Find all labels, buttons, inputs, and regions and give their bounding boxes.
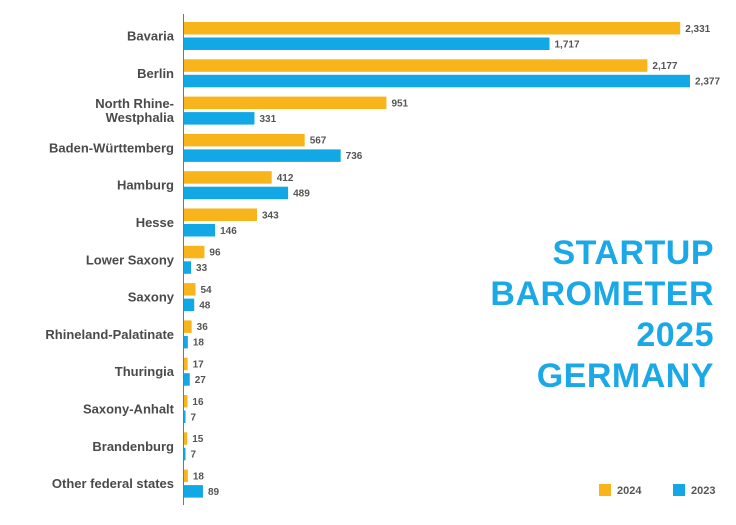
bar-2024 [184, 171, 272, 184]
value-label-2024: 951 [391, 98, 408, 109]
bar-2023 [184, 224, 216, 237]
value-label-2023: 736 [346, 151, 363, 162]
category-label: Saxony-Anhalt [83, 402, 175, 417]
legend-swatch-2024 [599, 484, 611, 496]
value-label-2023: 27 [195, 375, 207, 386]
value-label-2024: 16 [192, 397, 204, 408]
category-label: Berlin [137, 66, 174, 81]
value-label-2023: 7 [191, 450, 197, 461]
value-label-2023: 18 [193, 338, 205, 349]
bar-2023 [184, 373, 190, 386]
bar-2024 [184, 283, 196, 296]
category-label: Saxony [128, 290, 175, 305]
value-label-2024: 343 [262, 210, 279, 221]
category-label: Bavaria [127, 29, 175, 44]
bar-2023 [184, 112, 255, 125]
title-line: 2025 [636, 316, 714, 354]
legend-label-2023: 2023 [691, 485, 715, 497]
value-label-2024: 54 [200, 285, 212, 296]
bar-2024 [184, 133, 305, 147]
category-label: Rhineland-Palatinate [45, 327, 174, 342]
value-label-2023: 2,377 [695, 77, 720, 88]
bars-layer: Bavaria 2,331 1,717 Berlin 2,177 2,377 North R… [45, 22, 720, 498]
value-label-2023: 48 [199, 300, 211, 311]
value-label-2024: 18 [193, 471, 205, 482]
category-label: Lower Saxony [86, 252, 175, 267]
bar-2024 [184, 357, 188, 371]
bar-2023 [184, 261, 192, 274]
value-label-2023: 146 [220, 226, 237, 237]
title-line: BAROMETER [490, 275, 714, 313]
bar-2024 [184, 96, 387, 110]
value-label-2024: 412 [277, 173, 294, 184]
value-label-2023: 489 [293, 188, 310, 199]
category-label: North Rhine-Westphalia [95, 96, 174, 125]
value-label-2024: 2,177 [652, 61, 677, 72]
value-label-2024: 96 [209, 248, 221, 259]
bar-2024 [184, 59, 648, 72]
category-label: Hesse [136, 215, 174, 230]
value-label-2024: 15 [192, 434, 204, 445]
bar-2023 [184, 485, 203, 498]
bar-2024 [184, 320, 192, 333]
bar-2023 [184, 186, 289, 200]
bar-2023 [184, 37, 550, 50]
legend: 2024 2023 [599, 484, 715, 497]
legend-label-2024: 2024 [617, 485, 642, 497]
bar-2023 [184, 149, 341, 162]
value-label-2024: 567 [310, 136, 327, 147]
title-line: GERMANY [537, 357, 714, 395]
bar-2023 [184, 298, 195, 312]
value-label-2024: 2,331 [685, 24, 710, 35]
legend-swatch-2023 [673, 484, 685, 496]
bar-2024 [184, 395, 188, 408]
bar-2024 [184, 22, 681, 35]
category-label: Thuringia [115, 364, 175, 379]
title-line: STARTUP [552, 234, 714, 272]
category-label: Hamburg [117, 178, 174, 193]
value-label-2023: 7 [191, 412, 197, 423]
bar-2024 [184, 432, 188, 445]
bar-2023 [184, 335, 188, 349]
bar-2024 [184, 245, 205, 259]
value-label-2024: 17 [193, 359, 205, 370]
bar-2024 [184, 208, 258, 221]
value-label-2023: 33 [196, 263, 208, 274]
category-label: Baden-Württemberg [49, 140, 174, 155]
category-label: Other federal states [52, 476, 174, 491]
value-label-2023: 1,717 [555, 39, 580, 50]
bar-2024 [184, 469, 188, 483]
bar-2023 [184, 410, 186, 423]
value-label-2023: 331 [259, 114, 276, 125]
bar-2023 [184, 447, 186, 461]
value-label-2024: 36 [197, 322, 209, 333]
category-label: Brandenburg [92, 439, 174, 454]
value-label-2023: 89 [208, 487, 220, 498]
bar-2023 [184, 74, 690, 88]
